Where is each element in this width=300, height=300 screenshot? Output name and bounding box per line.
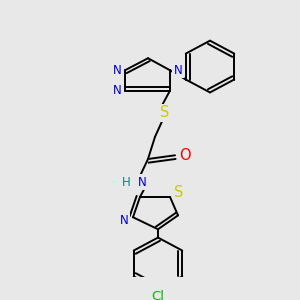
Text: O: O — [179, 148, 191, 163]
Text: N: N — [138, 176, 146, 189]
Text: N: N — [120, 214, 128, 226]
Text: Cl: Cl — [152, 290, 164, 300]
Text: S: S — [174, 185, 184, 200]
Text: N: N — [112, 64, 122, 77]
Text: N: N — [174, 64, 182, 77]
Text: H: H — [122, 176, 130, 189]
Text: S: S — [160, 105, 170, 120]
Text: N: N — [112, 84, 122, 97]
